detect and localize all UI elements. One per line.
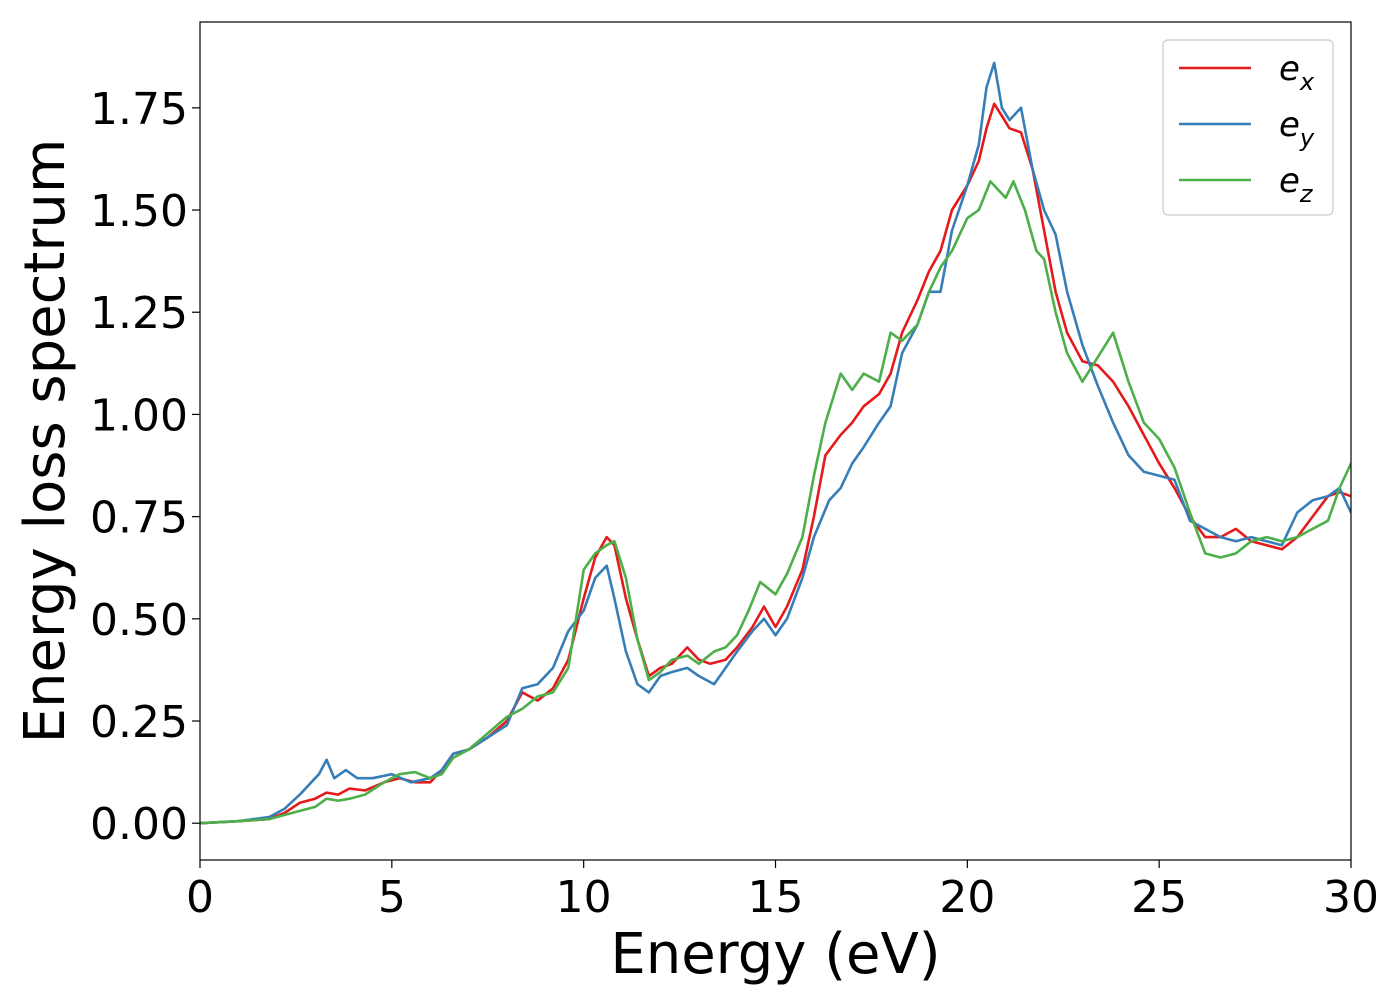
legend-label-subscript: x xyxy=(1299,68,1315,96)
x-tick-label: 15 xyxy=(748,872,804,923)
series-line-ez xyxy=(200,180,1351,825)
x-tick-label: 20 xyxy=(939,872,995,923)
y-tick-label: 0.25 xyxy=(90,697,188,748)
legend-label-ez: ez xyxy=(1279,161,1314,208)
y-axis-ticks: 0.00 0.25 0.50 0.75 1.00 1.25 1.50 1.75 xyxy=(90,84,200,850)
legend-label-base: e xyxy=(1279,105,1300,145)
x-axis-label: Energy (eV) xyxy=(610,922,940,987)
y-tick-label: 1.50 xyxy=(90,186,188,237)
y-tick-label: 1.25 xyxy=(90,288,188,339)
legend-label-ey: ey xyxy=(1279,105,1315,152)
y-tick-label: 0.50 xyxy=(90,595,188,646)
y-tick-label: 1.00 xyxy=(90,390,188,441)
legend-label-subscript: y xyxy=(1299,124,1315,152)
legend-label-base: e xyxy=(1279,161,1300,201)
series-layer xyxy=(200,61,1351,825)
legend-label-ex: ex xyxy=(1279,49,1315,96)
x-tick-label: 25 xyxy=(1131,872,1187,923)
y-axis-label: Energy loss spectrum xyxy=(13,139,78,744)
x-axis-ticks: 0 5 10 15 20 25 30 xyxy=(186,860,1379,923)
x-tick-label: 10 xyxy=(556,872,612,923)
legend-label-subscript: z xyxy=(1299,180,1314,208)
x-tick-label: 30 xyxy=(1323,872,1379,923)
y-tick-label: 1.75 xyxy=(90,84,188,135)
y-tick-label: 0.75 xyxy=(90,493,188,544)
x-tick-label: 5 xyxy=(378,872,406,923)
legend-box xyxy=(1162,39,1334,216)
legend-label-base: e xyxy=(1279,49,1300,89)
y-tick-label: 0.00 xyxy=(90,799,188,850)
x-tick-label: 0 xyxy=(186,872,214,923)
